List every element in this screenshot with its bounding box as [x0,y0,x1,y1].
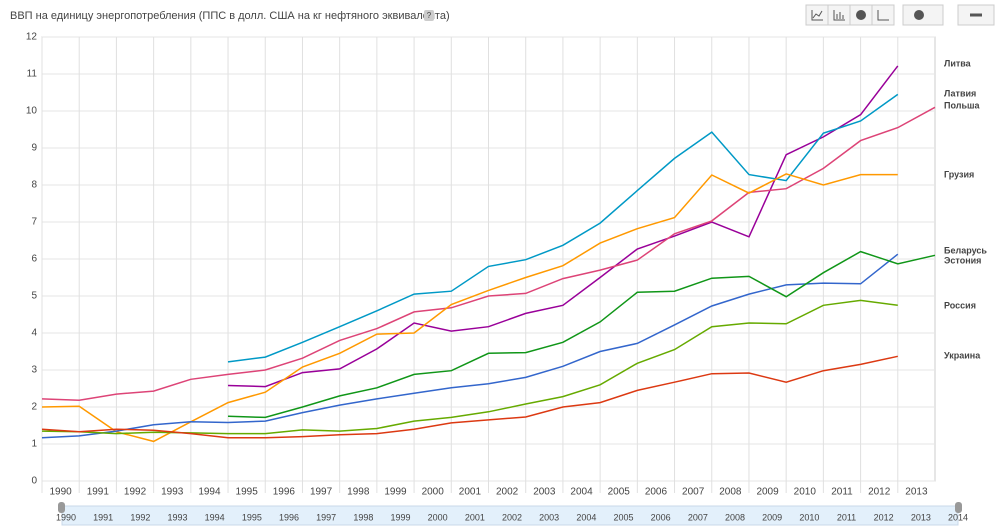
series-line [41,253,899,439]
series-line [41,173,898,443]
map-icon [856,10,866,20]
y-tick-label: 1 [31,439,37,450]
legend-label: Украина [944,350,981,360]
timeline-year: 2013 [911,512,931,522]
x-tick-label: 2011 [831,487,853,498]
series-line [41,299,898,435]
help-icon[interactable] [424,10,434,21]
timeline-year: 1997 [316,512,336,522]
series-line [227,250,936,419]
x-tick-label: 1992 [124,487,147,498]
x-tick-label: 2005 [608,487,631,498]
line-icon [811,10,823,21]
timeline-year: 1993 [167,512,187,522]
x-tick-label: 2006 [645,487,668,498]
series-line [227,93,899,363]
timeline-year: 1991 [93,512,113,522]
legend-label: Россия [944,300,976,310]
timeline-year: 1998 [353,512,373,522]
y-tick-label: 3 [31,365,37,376]
timeline-year: 1999 [390,512,410,522]
x-tick-label: 1998 [347,487,370,498]
timeline-year: 2004 [576,512,596,522]
y-tick-label: 4 [31,328,37,339]
timeline-year: 2005 [613,512,633,522]
bubble-icon [877,10,889,21]
y-tick-label: 10 [26,106,38,117]
x-tick-label: 2008 [719,487,742,498]
timeline-year: 2009 [762,512,782,522]
timeline-year: 2002 [502,512,522,522]
x-tick-label: 1993 [161,487,184,498]
series-line [41,355,898,439]
y-tick-label: 7 [31,217,37,228]
x-tick-label: 1999 [384,487,407,498]
legend-label: Грузия [944,169,974,179]
x-tick-label: 2002 [496,487,519,498]
x-tick-label: 1996 [273,487,296,498]
chart-title: ВВП на единицу энергопотребления (ППС в … [10,10,450,22]
y-tick-label: 0 [31,476,37,487]
y-tick-label: 9 [31,143,37,154]
x-tick-label: 2003 [533,487,556,498]
timeline-year: 2010 [799,512,819,522]
bar-button[interactable] [827,4,851,26]
x-tick-label: 2009 [756,487,779,498]
x-tick-label: 1997 [310,487,333,498]
x-tick-label: 2012 [868,487,891,498]
timeline-year: 1992 [130,512,150,522]
bubble-button[interactable] [871,4,895,26]
help-text[interactable]: ? [427,11,432,20]
x-tick-label: 1995 [236,487,259,498]
series-line [41,106,936,402]
y-tick-label: 6 [31,254,37,265]
x-tick-label: 1994 [198,487,221,498]
timeline-handle[interactable] [58,502,65,513]
x-tick-label: 2013 [905,487,928,498]
timeline-year: 1995 [242,512,262,522]
x-tick-label: 2010 [794,487,817,498]
y-tick-label: 8 [31,180,37,191]
legend-label: Польша [944,100,980,110]
legend-label: Латвия [944,88,976,98]
y-tick-label: 11 [27,69,38,80]
x-tick-label: 2001 [459,487,482,498]
y-tick-label: 12 [26,32,38,43]
legend-label: Эстония [944,255,981,265]
timeline-track [61,505,959,526]
timeline-year: 1996 [279,512,299,522]
chart-type-buttons [805,4,995,26]
x-tick-label: 1991 [87,487,110,498]
timeline-year: 2012 [874,512,894,522]
timeline-year: 2007 [688,512,708,522]
timeline-year: 2014 [948,512,968,522]
timeline-year: 2008 [725,512,745,522]
legend-label: Беларусь [944,245,987,255]
timeline-year: 2000 [428,512,448,522]
timeline-year: 2011 [837,512,856,522]
series-line [227,65,899,388]
timeline-year: 1990 [56,512,76,522]
x-tick-label: 2000 [422,487,445,498]
bar-icon [833,10,845,21]
timeline-year: 2003 [539,512,559,522]
gear-icon [914,10,924,20]
x-tick-label: 1990 [49,487,72,498]
y-tick-label: 5 [31,291,37,302]
timeline-year: 1994 [205,512,225,522]
timeline-year: 2001 [465,512,485,522]
timeline-year: 2006 [651,512,671,522]
x-tick-label: 2007 [682,487,705,498]
y-tick-label: 2 [31,402,37,413]
timeline-handle[interactable] [955,502,962,513]
x-tick-label: 2004 [570,487,593,498]
legend-label: Литва [944,58,972,68]
